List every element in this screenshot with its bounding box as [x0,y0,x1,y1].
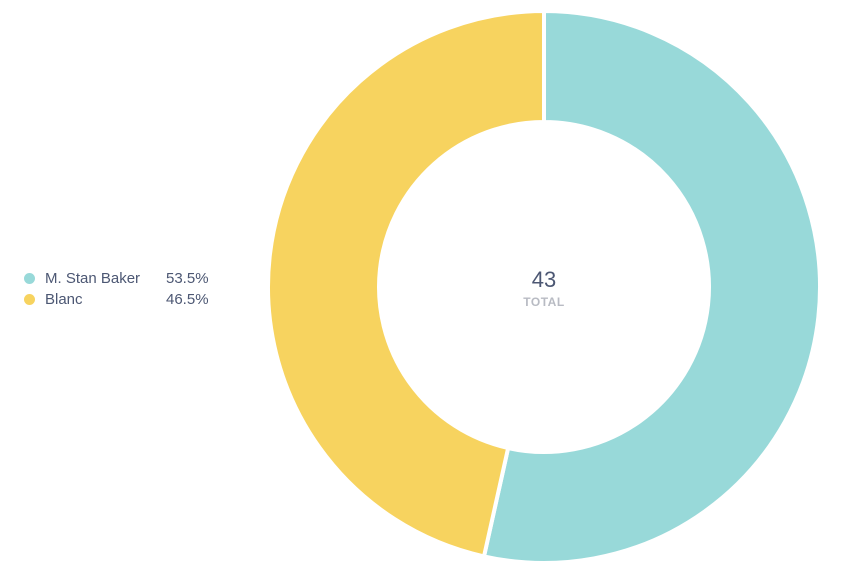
legend-item[interactable]: M. Stan Baker 53.5% [24,268,224,289]
donut-slice-1[interactable] [266,8,546,559]
legend-percent: 53.5% [166,270,209,287]
donut-slices [266,8,822,565]
legend-swatch-0 [24,273,35,284]
center-total-value: 43 [532,267,556,292]
legend-label: Blanc [45,291,83,308]
legend-item[interactable]: Blanc 46.5% [24,289,224,310]
donut-slice-0[interactable] [481,8,822,565]
legend-percent: 46.5% [166,291,209,308]
chart-legend: M. Stan Baker 53.5% Blanc 46.5% [24,268,224,310]
legend-label: M. Stan Baker [45,270,141,287]
center-total-label: TOTAL [523,295,564,309]
legend-swatch-1 [24,294,35,305]
